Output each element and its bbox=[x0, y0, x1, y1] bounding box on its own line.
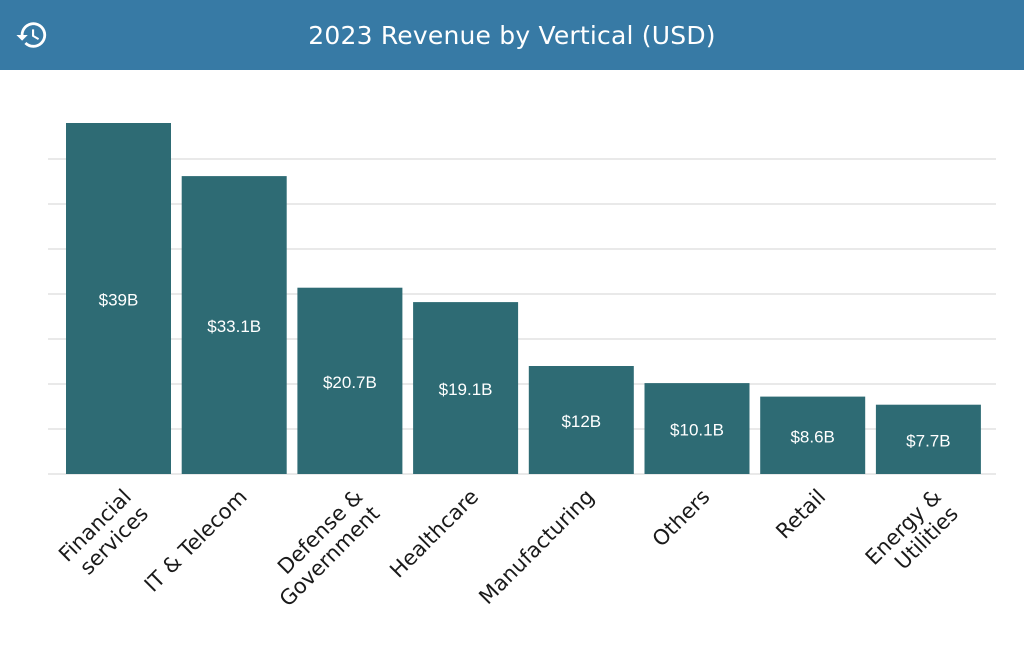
data-label: $19.1B bbox=[439, 380, 493, 399]
category-label-line: Others bbox=[648, 485, 715, 552]
category-label: Financialservices bbox=[54, 485, 153, 584]
category-label-line: Manufacturing bbox=[474, 485, 599, 610]
category-label: Defense &Government bbox=[258, 485, 385, 612]
data-label: $12B bbox=[561, 412, 601, 431]
category-label: Retail bbox=[771, 485, 830, 544]
category-label: IT & Telecom bbox=[140, 485, 252, 597]
category-label-line: Retail bbox=[771, 485, 830, 544]
data-label: $33.1B bbox=[207, 317, 261, 336]
data-label: $20.7B bbox=[323, 373, 377, 392]
chart-title: 2023 Revenue by Vertical (USD) bbox=[308, 20, 716, 50]
bar bbox=[644, 383, 750, 474]
category-label: Energy &Utilities bbox=[861, 485, 963, 587]
category-label: Manufacturing bbox=[474, 485, 599, 610]
bar bbox=[413, 302, 519, 474]
data-label: $8.6B bbox=[790, 427, 834, 446]
bar bbox=[760, 396, 866, 474]
data-label: $7.7B bbox=[906, 431, 950, 450]
history-icon bbox=[16, 22, 47, 48]
data-label: $10.1B bbox=[670, 421, 724, 440]
chart-header: 2023 Revenue by Vertical (USD) bbox=[0, 0, 1024, 70]
data-label: $39B bbox=[99, 291, 139, 310]
bar bbox=[66, 123, 171, 474]
bar-chart: $39B Financialservices $33.1B IT & Telecom $… bbox=[48, 123, 996, 612]
category-label: Healthcare bbox=[385, 485, 483, 583]
history-button[interactable] bbox=[14, 17, 50, 53]
bar bbox=[528, 366, 634, 474]
category-label-line: IT & Telecom bbox=[140, 485, 252, 597]
bar bbox=[875, 404, 981, 474]
bar bbox=[297, 287, 403, 474]
category-label: Others bbox=[648, 485, 715, 552]
bar bbox=[181, 176, 287, 474]
category-label-line: Healthcare bbox=[385, 485, 483, 583]
